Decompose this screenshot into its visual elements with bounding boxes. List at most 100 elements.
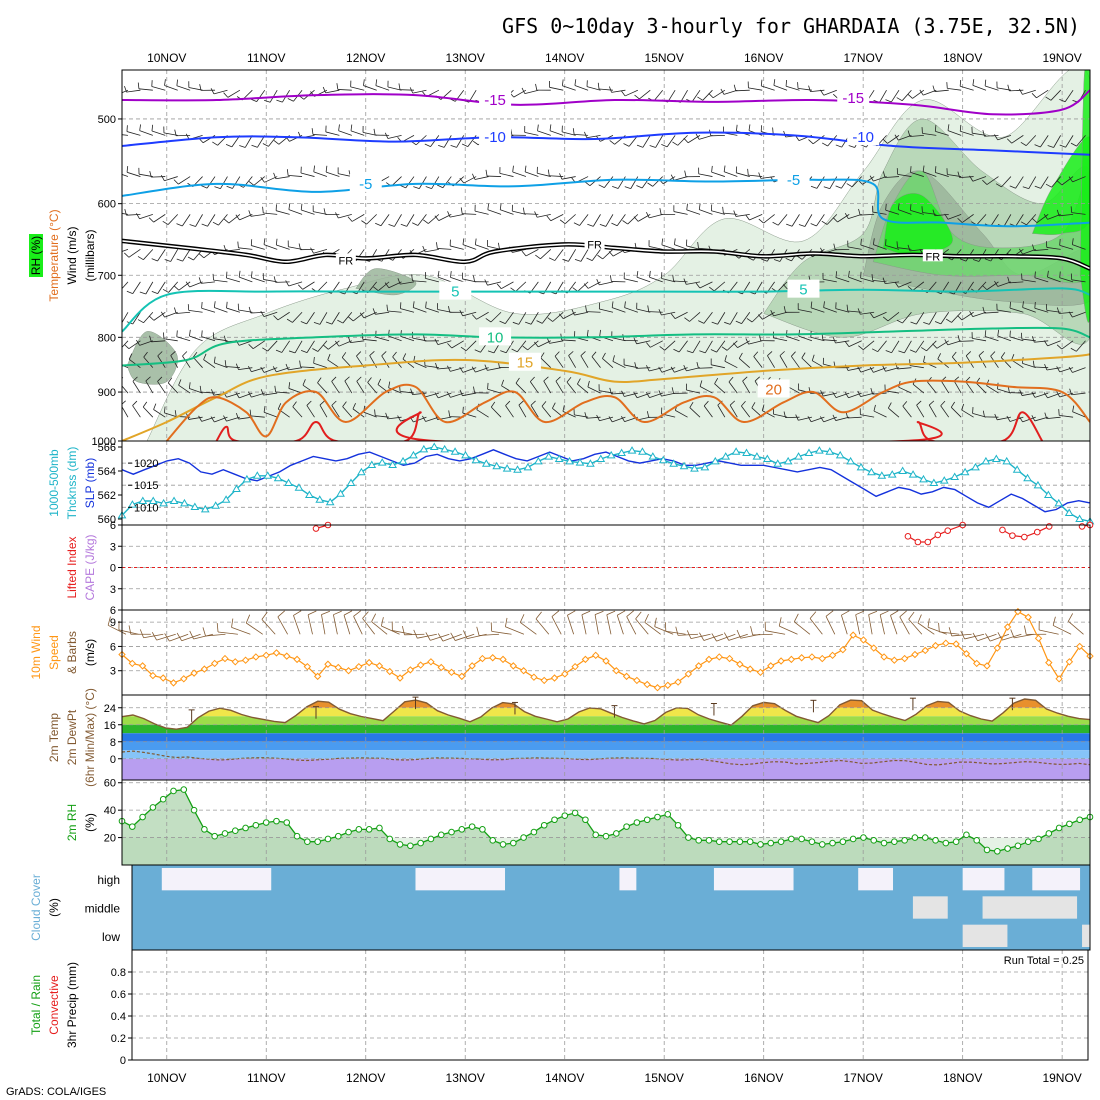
series-point bbox=[762, 454, 772, 462]
wind-barb bbox=[566, 381, 576, 394]
series-point bbox=[180, 786, 188, 793]
wind-barb-flag bbox=[885, 350, 892, 354]
wind-barb-flag bbox=[885, 99, 892, 103]
series-point bbox=[991, 454, 1001, 462]
wind-barb-flag bbox=[611, 222, 618, 227]
series-point bbox=[914, 538, 922, 546]
wind-barb bbox=[1047, 214, 1061, 220]
wind-barb-flag bbox=[584, 412, 587, 419]
series-point bbox=[596, 454, 606, 462]
wind-barb-flag bbox=[899, 610, 907, 618]
wind-barb-flag bbox=[745, 214, 750, 221]
wind-barb-flag bbox=[1056, 209, 1060, 216]
wind-barb-flag bbox=[683, 365, 687, 372]
cloud-clear-gap bbox=[962, 924, 1008, 947]
wind-barb bbox=[1076, 340, 1086, 352]
wind-barb bbox=[201, 281, 216, 284]
wind-barb bbox=[188, 87, 203, 91]
wind-barb bbox=[785, 85, 800, 91]
wind-barb bbox=[626, 616, 637, 635]
wind-barb-flag bbox=[921, 347, 927, 352]
wind-barb bbox=[226, 277, 241, 283]
wind-barb bbox=[263, 279, 278, 283]
series-point bbox=[530, 673, 538, 681]
series-point bbox=[180, 675, 188, 683]
axis-label: Temperature (°C) bbox=[47, 209, 61, 301]
axis-label: Convective bbox=[47, 975, 61, 1035]
wind-barb bbox=[940, 312, 950, 325]
wind-barb bbox=[649, 367, 663, 372]
series-point bbox=[846, 456, 855, 465]
date-label: 16NOV bbox=[744, 1071, 783, 1085]
series-point bbox=[139, 813, 146, 821]
series-point bbox=[783, 456, 793, 465]
wind-barb-flag bbox=[567, 610, 576, 616]
series-point bbox=[336, 489, 345, 497]
wind-barb bbox=[939, 631, 960, 635]
wind-barb-flag bbox=[274, 385, 277, 393]
series-point bbox=[437, 831, 445, 839]
wind-barb bbox=[847, 246, 862, 250]
date-label: 14NOV bbox=[545, 1071, 584, 1085]
wind-barb-flag bbox=[695, 133, 700, 140]
series-point bbox=[1009, 532, 1016, 539]
wind-barb-flag bbox=[810, 301, 813, 308]
wind-barb bbox=[239, 276, 253, 283]
wind-barb-flag bbox=[791, 351, 796, 357]
series-point bbox=[293, 655, 301, 664]
wind-barb bbox=[860, 367, 875, 373]
series-point bbox=[1024, 613, 1032, 621]
wind-barb bbox=[786, 335, 800, 342]
wind-barb-flag bbox=[136, 213, 140, 219]
tick-label: 1020 bbox=[134, 458, 158, 470]
wind-barb bbox=[437, 276, 452, 283]
wind-barb-flag bbox=[1047, 145, 1054, 148]
series-point bbox=[396, 674, 404, 682]
wind-barb bbox=[443, 135, 452, 148]
isotherm-label-bg bbox=[508, 352, 541, 371]
wind-barb bbox=[990, 214, 999, 227]
wind-barb bbox=[442, 176, 452, 188]
wind-barb-flag bbox=[969, 310, 974, 317]
wind-barb-flag bbox=[471, 366, 476, 373]
wind-barb-flag bbox=[348, 316, 354, 322]
wind-barb-flag bbox=[350, 124, 353, 131]
wind-barb-flag bbox=[142, 401, 148, 408]
wind-barb-flag bbox=[896, 319, 903, 324]
wind-barb bbox=[728, 381, 738, 394]
wind-barb bbox=[338, 213, 352, 219]
wind-barb bbox=[579, 214, 589, 226]
wind-barb-flag bbox=[658, 309, 662, 316]
series-point bbox=[571, 809, 579, 817]
wind-barb-flag bbox=[1032, 244, 1035, 251]
wind-barb-flag bbox=[248, 210, 252, 217]
wind-barb bbox=[387, 310, 402, 313]
wind-barb bbox=[891, 89, 900, 103]
wind-barb-flag bbox=[562, 405, 565, 412]
tick-label: 9 bbox=[110, 617, 116, 629]
wind-barb bbox=[1022, 363, 1036, 369]
wind-barb bbox=[873, 410, 887, 418]
wind-barb bbox=[961, 409, 974, 418]
wind-barb bbox=[1068, 620, 1084, 635]
axis-label: RH (%) bbox=[29, 236, 43, 275]
wind-barb-flag bbox=[982, 285, 988, 291]
series-point bbox=[622, 672, 631, 681]
series-point bbox=[715, 653, 723, 661]
wind-barb-flag bbox=[573, 222, 580, 226]
wind-barb-flag bbox=[960, 258, 967, 262]
wind-barb bbox=[997, 416, 1011, 421]
wind-barb bbox=[487, 209, 502, 215]
wind-barb-flag bbox=[636, 271, 639, 278]
wind-barb bbox=[891, 340, 900, 353]
wind-barb-flag bbox=[995, 183, 1002, 188]
wind-barb-flag bbox=[126, 165, 129, 173]
wind-barb-flag bbox=[747, 257, 754, 261]
wind-barb bbox=[425, 307, 439, 313]
wind-barb-flag bbox=[860, 238, 862, 246]
wind-barb bbox=[218, 214, 228, 226]
wind-barb bbox=[145, 281, 154, 295]
wind-barb-flag bbox=[132, 400, 138, 406]
series-point bbox=[602, 657, 610, 665]
wind-barb-flag bbox=[848, 145, 855, 148]
